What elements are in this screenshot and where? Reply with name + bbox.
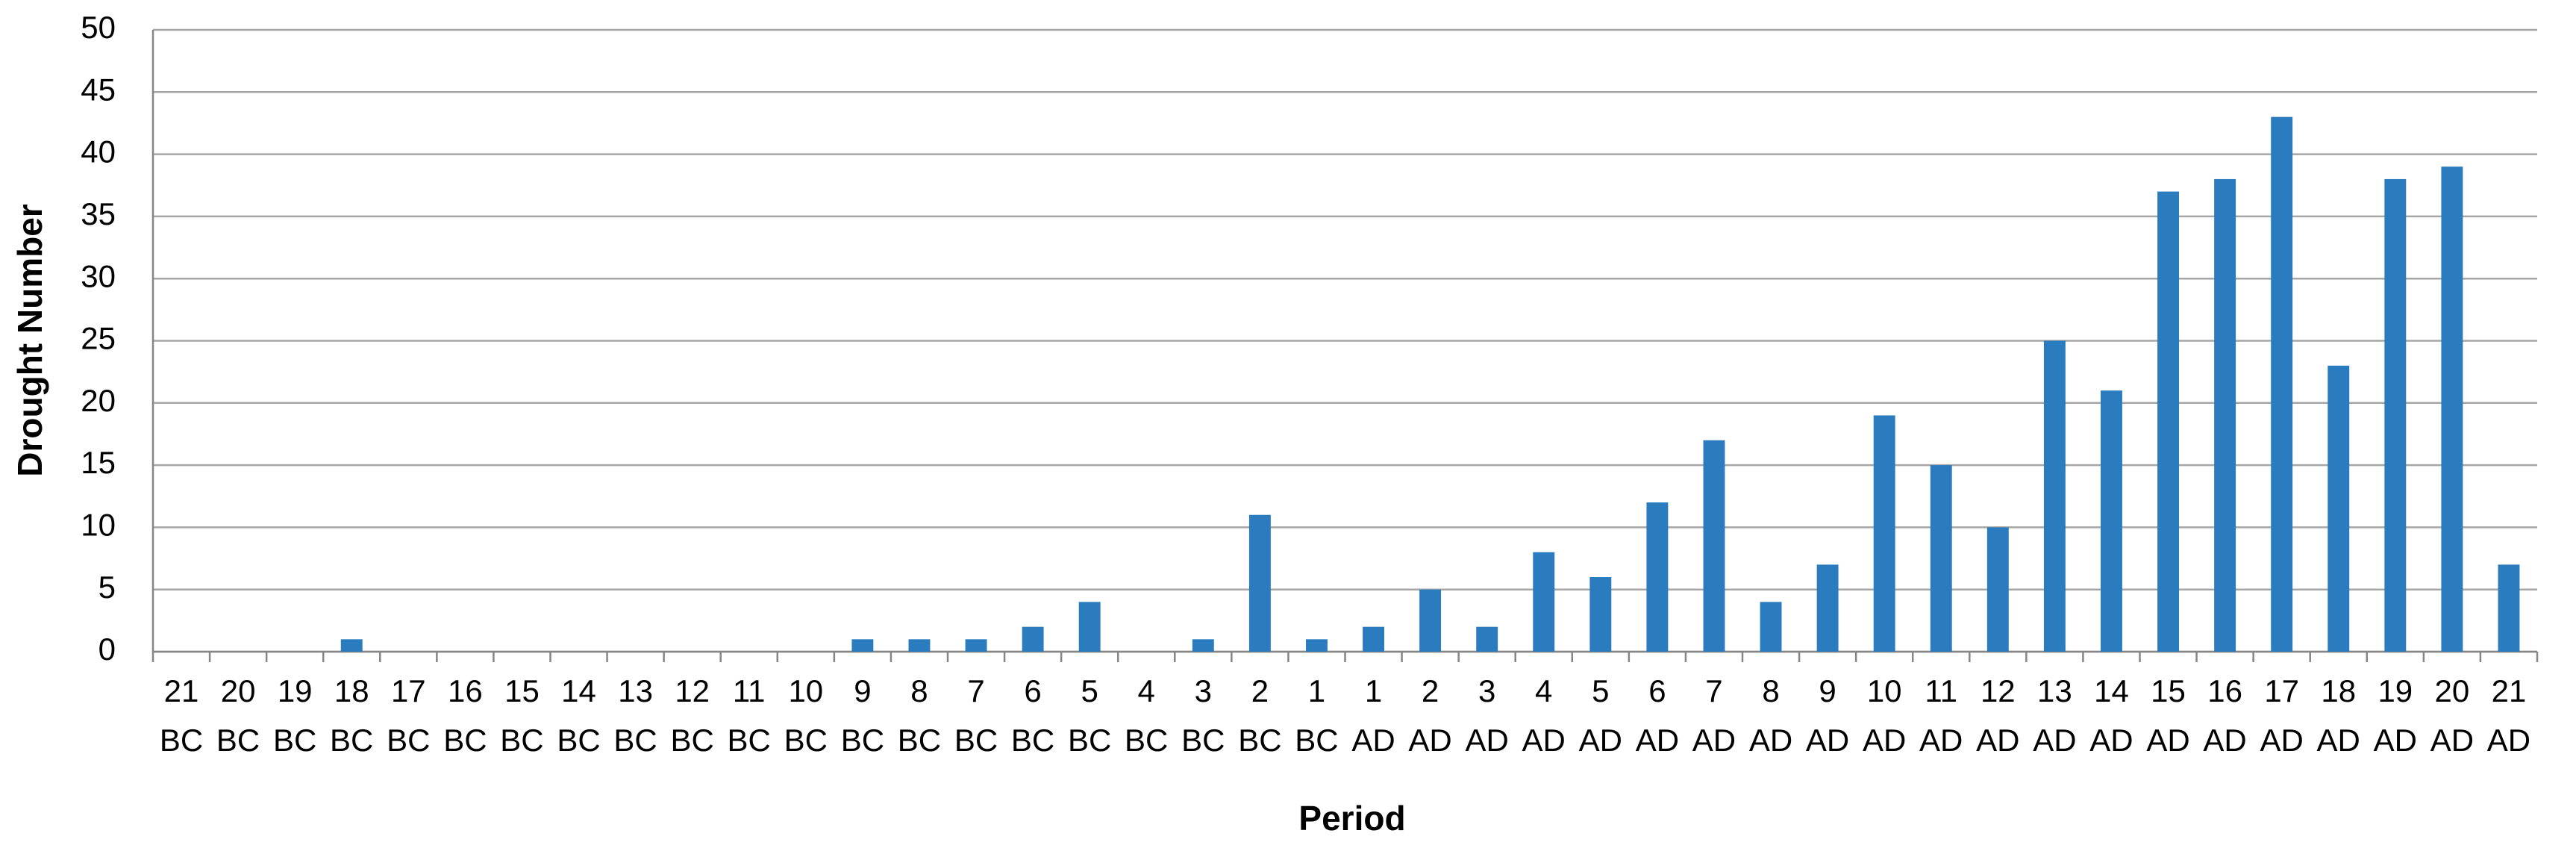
bar: [1306, 639, 1328, 652]
bar: [2384, 178, 2407, 652]
y-axis-title: Drought Number: [10, 204, 49, 477]
y-tick-label: 45: [81, 72, 116, 107]
x-tick-label: 4 BC: [1125, 673, 1169, 758]
x-tick-label: 8 AD: [1748, 673, 1793, 758]
x-tick-label: 21 AD: [2486, 673, 2531, 758]
x-tick-label: 17 BC: [387, 673, 431, 758]
bar: [340, 639, 363, 652]
x-tick-label: 18 AD: [2316, 673, 2360, 758]
x-tick-label: 13 AD: [2033, 673, 2077, 758]
bar: [1873, 415, 1895, 652]
x-tick-label: 19 AD: [2373, 673, 2417, 758]
y-tick-label: 25: [81, 321, 116, 356]
bar: [2214, 178, 2236, 652]
x-tick-label: 7 BC: [954, 673, 998, 758]
bar: [1192, 639, 1214, 652]
y-tick-label: 35: [81, 196, 116, 231]
bar: [2441, 166, 2463, 652]
bar: [965, 639, 987, 652]
bar: [1703, 440, 1725, 652]
bar: [1078, 602, 1101, 652]
x-tick-label: 19 BC: [272, 673, 317, 758]
x-tick-label: 11 BC: [727, 673, 771, 758]
bar: [2271, 116, 2293, 652]
y-tick-label: 30: [81, 258, 116, 293]
x-tick-label: 5 AD: [1578, 673, 1622, 758]
x-tick-label: 2 BC: [1238, 673, 1282, 758]
x-tick-label: 1 BC: [1295, 673, 1339, 758]
bar: [1589, 577, 1612, 652]
bar: [1760, 602, 1782, 652]
y-tick-label: 10: [81, 507, 116, 542]
x-tick-label: 10 BC: [784, 673, 828, 758]
y-tick-label: 50: [81, 10, 116, 45]
x-tick-label: 20 AD: [2430, 673, 2475, 758]
bar: [2101, 390, 2122, 652]
x-tick-label: 3 AD: [1465, 673, 1509, 758]
bar: [2328, 365, 2350, 652]
bar: [1022, 626, 1044, 652]
x-tick-label: 13 BC: [613, 673, 657, 758]
x-tick-label: 2 AD: [1408, 673, 1452, 758]
x-tick-label: 12 AD: [1976, 673, 2020, 758]
bar: [851, 639, 874, 652]
bar: [2498, 564, 2520, 652]
x-tick-label: 14 AD: [2089, 673, 2133, 758]
x-tick-label: 7 AD: [1692, 673, 1736, 758]
x-tick-label: 20 BC: [216, 673, 260, 758]
bar: [1646, 502, 1669, 652]
x-tick-label: 9 BC: [840, 673, 885, 758]
y-tick-label: 15: [81, 445, 116, 480]
x-tick-label: 4 AD: [1522, 673, 1566, 758]
x-tick-label: 1 AD: [1351, 673, 1395, 758]
x-tick-label: 11 AD: [1919, 673, 1963, 758]
x-tick-label: 10 AD: [1862, 673, 1907, 758]
bar: [2043, 340, 2066, 652]
y-tick-label: 40: [81, 134, 116, 169]
bar: [2157, 191, 2179, 652]
x-tick-label: 16 BC: [443, 673, 487, 758]
bar: [1533, 552, 1555, 652]
bar: [1986, 527, 2009, 652]
x-tick-label: 6 AD: [1635, 673, 1680, 758]
x-tick-label: 15 AD: [2146, 673, 2190, 758]
y-tick-label: 20: [81, 383, 116, 418]
x-tick-label: 12 BC: [670, 673, 714, 758]
x-axis-title: Period: [1298, 799, 1405, 838]
x-tick-label: 14 BC: [557, 673, 601, 758]
bar: [1816, 564, 1839, 652]
x-tick-label: 21 BC: [159, 673, 204, 758]
y-tick-label: 5: [99, 570, 116, 605]
bar: [1363, 626, 1384, 652]
bar: [1476, 626, 1498, 652]
x-tick-label: 18 BC: [330, 673, 374, 758]
x-tick-label: 3 BC: [1181, 673, 1225, 758]
x-tick-label: 17 AD: [2260, 673, 2304, 758]
x-tick-label: 5 BC: [1067, 673, 1112, 758]
bar: [1419, 589, 1442, 652]
x-tick-label: 16 AD: [2203, 673, 2247, 758]
bar: [908, 639, 931, 652]
bar: [1930, 465, 1952, 652]
x-tick-label: 6 BC: [1010, 673, 1055, 758]
y-tick-label: 0: [99, 632, 116, 667]
x-tick-label: 15 BC: [500, 673, 544, 758]
bar: [1248, 514, 1271, 652]
x-tick-label: 9 AD: [1805, 673, 1850, 758]
x-tick-label: 8 BC: [897, 673, 942, 758]
